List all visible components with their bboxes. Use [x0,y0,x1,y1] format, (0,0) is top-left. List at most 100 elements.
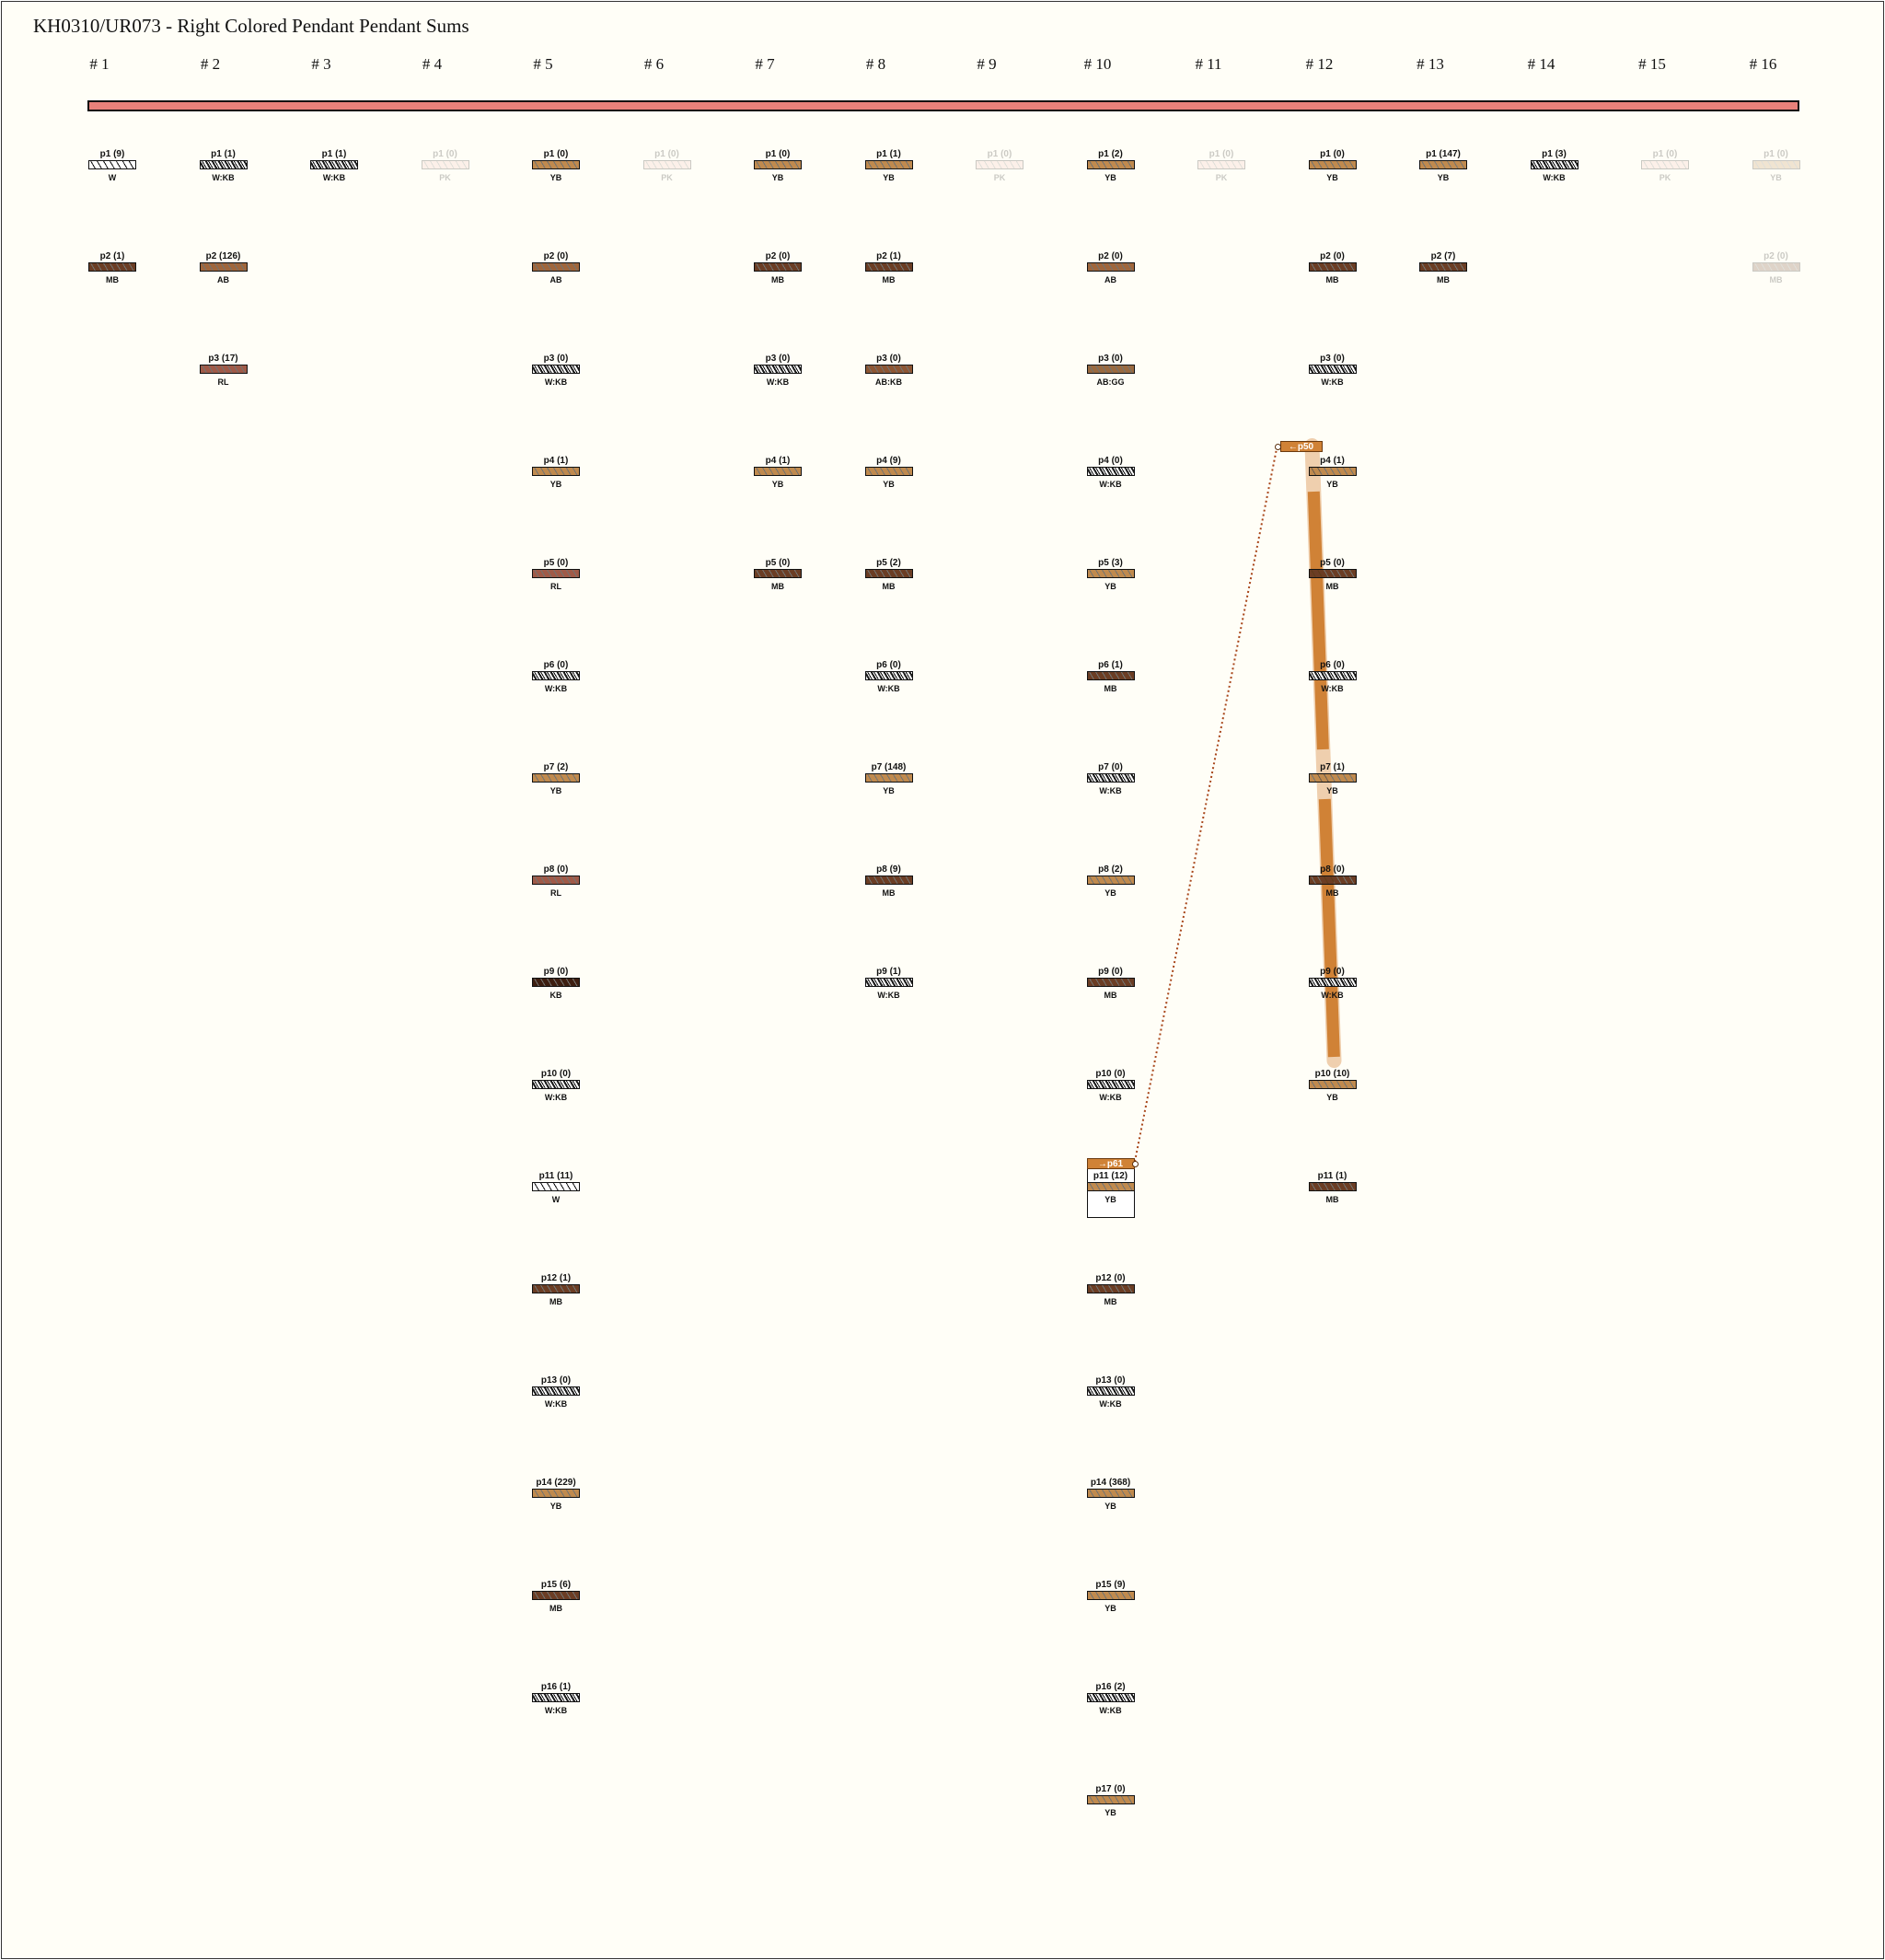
pendant[interactable]: p13 (0) W:KB [1074,1375,1148,1412]
pendant[interactable]: p16 (1) W:KB [519,1682,593,1719]
pendant[interactable]: p10 (10) YB [1296,1069,1370,1106]
pendant[interactable]: p4 (1) YB [741,456,815,493]
pendant[interactable]: p1 (147) YB [1406,149,1480,186]
sum-tag-p61[interactable]: →p61 [1086,1158,1135,1169]
pendant[interactable]: p8 (2) YB [1074,864,1148,901]
pendant-color-bar [532,671,580,680]
pendant[interactable]: p1 (0) YB [519,149,593,186]
pendant[interactable]: p11 (1) MB [1296,1171,1370,1208]
pendant[interactable]: p3 (0) AB:KB [852,354,926,390]
pendant[interactable]: p9 (0) KB [519,967,593,1003]
pendant[interactable]: p9 (0) MB [1074,967,1148,1003]
pendant[interactable]: p13 (0) W:KB [519,1375,593,1412]
pendant[interactable]: p3 (0) W:KB [1296,354,1370,390]
pendant[interactable]: p8 (0) MB [1296,864,1370,901]
pendant[interactable]: p6 (0) W:KB [1296,660,1370,697]
pendant[interactable]: p8 (9) MB [852,864,926,901]
pendant[interactable]: p1 (0) PK [630,149,704,186]
pendant[interactable]: p9 (1) W:KB [852,967,926,1003]
pendant[interactable]: p5 (0) MB [741,558,815,595]
pendant[interactable]: p1 (1) W:KB [297,149,371,186]
pendant[interactable]: p4 (0) W:KB [1074,456,1148,493]
pendant[interactable]: p2 (0) AB [1074,251,1148,288]
pendant[interactable]: p1 (1) W:KB [187,149,260,186]
pendant[interactable]: p16 (2) W:KB [1074,1682,1148,1719]
pendant[interactable]: p1 (0) PK [1628,149,1702,186]
pendant[interactable]: p2 (0) MB [741,251,815,288]
pendant[interactable]: p8 (0) RL [519,864,593,901]
pendant[interactable]: p3 (17) RL [187,354,260,390]
pendant[interactable]: p5 (3) YB [1074,558,1148,595]
pendant-color-code: RL [217,377,229,387]
pendant[interactable]: p10 (0) W:KB [519,1069,593,1106]
pendant-color-bar [88,160,136,169]
pendant[interactable]: p6 (1) MB [1074,660,1148,697]
pendant-color-bar [199,262,248,272]
pendant[interactable]: p5 (2) MB [852,558,926,595]
pendant-color-code: PK [1215,173,1228,182]
pendant[interactable]: p6 (0) W:KB [519,660,593,697]
pendant-color-bar [532,1284,580,1293]
pendant[interactable]: p14 (229) YB [519,1478,593,1514]
column-label: # 11 [1195,55,1222,73]
pendant[interactable]: p1 (0) PK [1185,149,1258,186]
pendant[interactable]: p4 (9) YB [852,456,926,493]
pendant[interactable]: p2 (126) AB [187,251,260,288]
sum-tag-p50[interactable]: ←p50 [1279,441,1323,452]
pendant[interactable]: p1 (2) YB [1074,149,1148,186]
pendant[interactable]: p1 (0) YB [1740,149,1813,186]
pendant-color-bar [532,262,580,272]
pendant[interactable]: p7 (148) YB [852,762,926,799]
pendant-color-code: MB [1104,1297,1117,1306]
pendant-color-bar [1530,160,1579,169]
pendant-color-code: PK [661,173,673,182]
pendant-color-bar [532,365,580,374]
pendant-color-code: MB [1325,888,1339,898]
pendant-color-code: W [551,1195,561,1204]
pendant[interactable]: p1 (3) W:KB [1518,149,1591,186]
pendant[interactable]: p11 (12) YB [1074,1171,1148,1208]
pendant-label: p5 (0) [1320,558,1345,568]
pendant[interactable]: p11 (11) W [519,1171,593,1208]
pendant[interactable]: p2 (0) MB [1740,251,1813,288]
pendant-color-code: KB [549,991,562,1000]
pendant[interactable]: p3 (0) W:KB [519,354,593,390]
pendant-label: p5 (0) [543,558,569,568]
pendant-color-code: MB [771,582,784,591]
pendant[interactable]: p14 (368) YB [1074,1478,1148,1514]
pendant[interactable]: p5 (0) RL [519,558,593,595]
pendant-color-bar [1308,262,1357,272]
pendant[interactable]: p1 (9) W [75,149,149,186]
pendant[interactable]: p1 (0) YB [1296,149,1370,186]
pendant[interactable]: p6 (0) W:KB [852,660,926,697]
pendant[interactable]: p1 (0) PK [409,149,482,186]
pendant[interactable]: p5 (0) MB [1296,558,1370,595]
pendant[interactable]: p12 (1) MB [519,1273,593,1310]
pendant[interactable]: p7 (1) YB [1296,762,1370,799]
pendant-color-code: YB [1437,173,1450,182]
pendant[interactable]: p4 (1) YB [519,456,593,493]
pendant-label: p6 (1) [1098,660,1123,670]
pendant[interactable]: p1 (1) YB [852,149,926,186]
pendant[interactable]: p15 (6) MB [519,1580,593,1617]
pendant[interactable]: p2 (1) MB [852,251,926,288]
pendant[interactable]: p3 (0) AB:GG [1074,354,1148,390]
pendant[interactable]: p3 (0) W:KB [741,354,815,390]
pendant[interactable]: p1 (0) YB [741,149,815,186]
pendant[interactable]: p2 (0) AB [519,251,593,288]
pendant[interactable]: p17 (0) YB [1074,1784,1148,1821]
pendant[interactable]: p1 (0) PK [963,149,1036,186]
pendant-color-code: W:KB [544,1093,568,1102]
pendant[interactable]: p7 (0) W:KB [1074,762,1148,799]
pendant-color-code: W:KB [1543,173,1566,182]
pendant-label: p8 (0) [543,864,569,875]
pendant[interactable]: p4 (1) YB [1296,456,1370,493]
pendant[interactable]: p2 (0) MB [1296,251,1370,288]
pendant[interactable]: p15 (9) YB [1074,1580,1148,1617]
pendant[interactable]: p9 (0) W:KB [1296,967,1370,1003]
pendant[interactable]: p12 (0) MB [1074,1273,1148,1310]
pendant[interactable]: p10 (0) W:KB [1074,1069,1148,1106]
pendant[interactable]: p2 (7) MB [1406,251,1480,288]
pendant[interactable]: p7 (2) YB [519,762,593,799]
pendant[interactable]: p2 (1) MB [75,251,149,288]
